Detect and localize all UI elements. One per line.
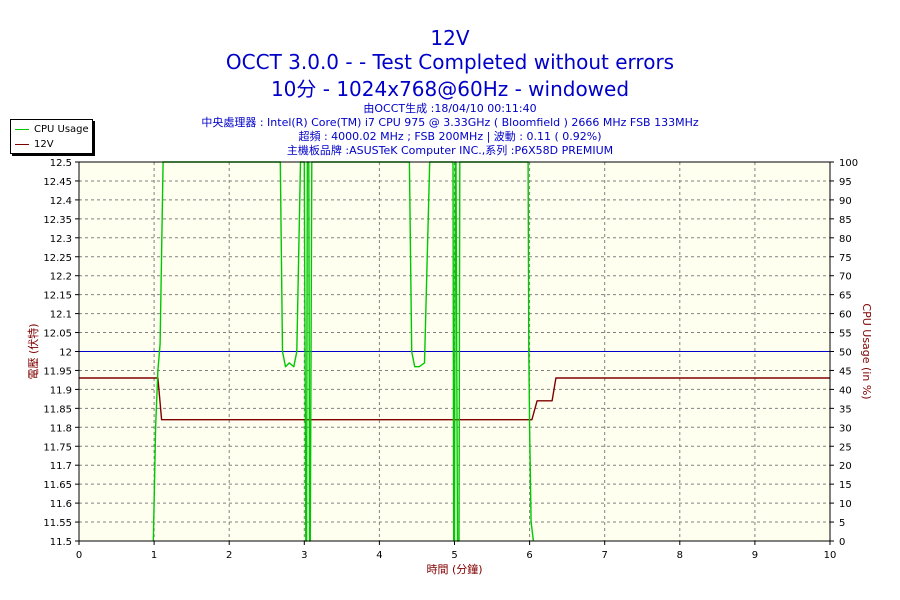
y-left-tick-label: 12.2 bbox=[50, 272, 72, 283]
x-tick-label: 4 bbox=[376, 550, 382, 561]
x-tick-label: 3 bbox=[301, 550, 307, 561]
y-left-tick-label: 12.05 bbox=[43, 329, 72, 340]
info-motherboard: 主機板品牌 :ASUSTeK Computer INC.,系列 :P6X58D … bbox=[286, 144, 614, 157]
info-overclock: 超頻 : 4000.02 MHz ; FSB 200MHz | 波動 : 0.1… bbox=[298, 130, 602, 143]
y-left-tick-label: 11.7 bbox=[50, 461, 72, 472]
y-left-tick-label: 12.25 bbox=[43, 253, 72, 264]
y-left-tick-label: 12 bbox=[59, 348, 72, 359]
y-right-tick-label: 25 bbox=[839, 442, 852, 453]
y-right-tick-label: 70 bbox=[839, 272, 852, 283]
y-right-tick-label: 10 bbox=[839, 499, 852, 510]
y-right-tick-label: 45 bbox=[839, 366, 852, 377]
y-right-tick-label: 85 bbox=[839, 215, 852, 226]
legend-label-12v: 12V bbox=[34, 138, 54, 150]
y-left-tick-label: 12.5 bbox=[50, 158, 72, 169]
y-right-tick-label: 100 bbox=[839, 158, 858, 169]
y-right-tick-label: 30 bbox=[839, 423, 852, 434]
y-left-tick-label: 11.9 bbox=[50, 385, 72, 396]
y-right-tick-label: 0 bbox=[839, 537, 845, 548]
y-right-tick-label: 50 bbox=[839, 348, 852, 359]
x-tick-label: 9 bbox=[752, 550, 758, 561]
y-right-tick-label: 5 bbox=[839, 518, 845, 529]
legend-swatch-cpu-usage bbox=[15, 128, 29, 130]
y-left-tick-label: 12.45 bbox=[43, 177, 72, 188]
x-tick-label: 5 bbox=[451, 550, 457, 561]
chart-subtitle: OCCT 3.0.0 - - Test Completed without er… bbox=[225, 50, 675, 74]
legend-label-cpu-usage: CPU Usage bbox=[34, 123, 89, 135]
x-axis-label: 時間 (分鐘) bbox=[426, 562, 482, 576]
y-right-tick-label: 65 bbox=[839, 291, 852, 302]
legend-item-12v: 12V bbox=[15, 137, 54, 151]
y-right-tick-label: 55 bbox=[839, 329, 852, 340]
y-left-tick-label: 11.75 bbox=[43, 442, 72, 453]
y-right-tick-label: 40 bbox=[839, 385, 852, 396]
chart-legend: CPU Usage 12V bbox=[10, 119, 93, 154]
y-left-tick-label: 11.85 bbox=[43, 404, 72, 415]
legend-item-cpu-usage: CPU Usage bbox=[15, 122, 89, 136]
y-left-tick-label: 11.65 bbox=[43, 480, 72, 491]
legend-swatch-12v bbox=[15, 143, 29, 145]
y-right-tick-label: 15 bbox=[839, 480, 852, 491]
y-left-tick-label: 12.3 bbox=[50, 234, 72, 245]
y-left-tick-label: 11.6 bbox=[50, 499, 72, 510]
plot-border bbox=[78, 161, 831, 542]
y-left-tick-label: 12.1 bbox=[50, 310, 72, 321]
y-left-tick-label: 12.15 bbox=[43, 291, 72, 302]
x-tick-label: 8 bbox=[677, 550, 683, 561]
y-right-tick-label: 95 bbox=[839, 177, 852, 188]
y-right-tick-label: 20 bbox=[839, 461, 852, 472]
y-right-tick-label: 75 bbox=[839, 253, 852, 264]
x-tick-label: 0 bbox=[76, 550, 82, 561]
x-tick-label: 7 bbox=[602, 550, 608, 561]
y-right-tick-label: 90 bbox=[839, 196, 852, 207]
x-tick-label: 2 bbox=[226, 550, 232, 561]
info-generated: 由OCCT生成 :18/04/10 00:11:40 bbox=[363, 102, 537, 115]
y-left-axis-label: 電壓 (伏特) bbox=[26, 323, 40, 379]
y-right-tick-label: 60 bbox=[839, 310, 852, 321]
y-left-tick-label: 12.4 bbox=[50, 196, 72, 207]
y-left-tick-label: 11.55 bbox=[43, 518, 72, 529]
y-right-axis-label: CPU Usage (in %) bbox=[860, 303, 873, 399]
x-tick-label: 6 bbox=[526, 550, 532, 561]
y-left-tick-label: 11.5 bbox=[50, 537, 72, 548]
chart-title: 12V bbox=[430, 26, 470, 50]
y-left-tick-label: 11.8 bbox=[50, 423, 72, 434]
x-tick-label: 1 bbox=[151, 550, 157, 561]
x-tick-label: 10 bbox=[824, 550, 837, 561]
series-line-12v bbox=[79, 377, 830, 421]
y-right-tick-label: 80 bbox=[839, 234, 852, 245]
info-cpu: 中央處理器 : Intel(R) Core(TM) i7 CPU 975 @ 3… bbox=[201, 116, 699, 129]
chart-config: 10分 - 1024x768@60Hz - windowed bbox=[270, 77, 630, 101]
y-right-tick-label: 35 bbox=[839, 404, 852, 415]
y-left-tick-label: 11.95 bbox=[43, 366, 72, 377]
y-left-tick-label: 12.35 bbox=[43, 215, 72, 226]
